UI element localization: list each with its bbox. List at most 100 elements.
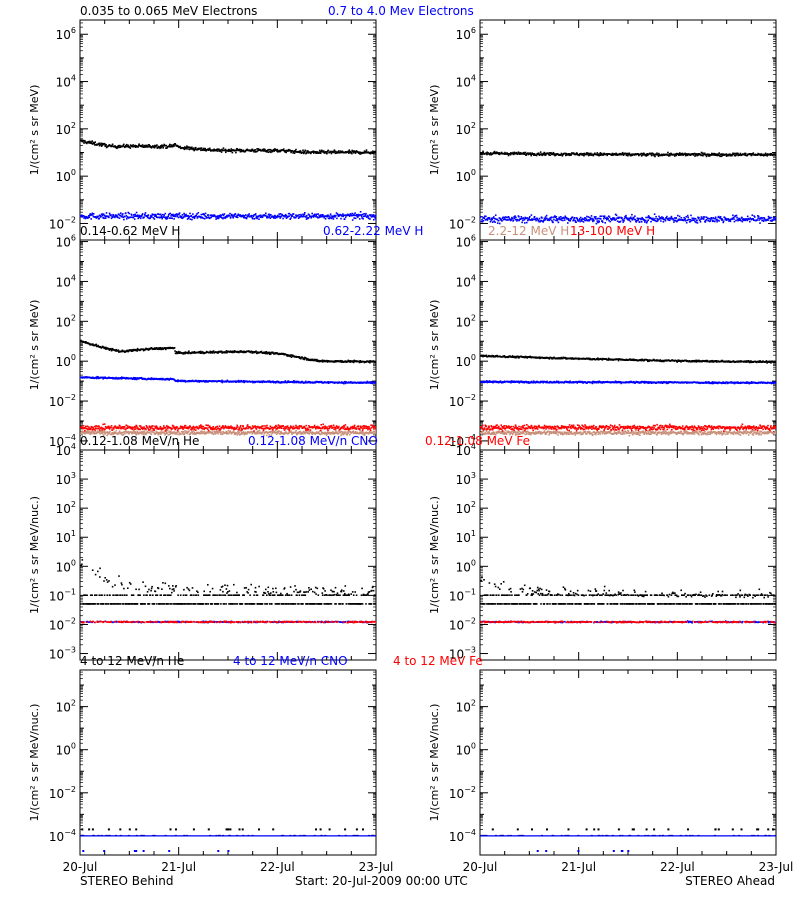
data-point xyxy=(750,154,753,157)
data-point xyxy=(96,431,98,434)
data-point xyxy=(244,431,247,434)
data-point xyxy=(142,349,145,352)
data-point xyxy=(160,377,163,380)
data-point xyxy=(132,144,134,146)
data-point xyxy=(237,379,240,382)
panel-1-0-ytick-label: 10−2 xyxy=(49,393,76,409)
data-point xyxy=(568,154,571,156)
data-point xyxy=(94,425,96,428)
data-point xyxy=(264,214,267,217)
data-point xyxy=(598,154,600,157)
data-point xyxy=(590,217,592,220)
data-point xyxy=(241,215,244,218)
data-point xyxy=(177,431,180,433)
data-point xyxy=(630,217,633,220)
data-point xyxy=(287,212,290,215)
data-point xyxy=(176,433,178,436)
data-point xyxy=(300,151,302,153)
data-point xyxy=(132,216,135,219)
data-point xyxy=(184,352,186,355)
data-point xyxy=(101,427,104,430)
data-point xyxy=(265,215,268,217)
data-point xyxy=(334,152,337,155)
data-point xyxy=(631,213,633,216)
data-point xyxy=(574,217,576,219)
data-point xyxy=(300,213,302,216)
data-point xyxy=(337,432,340,435)
data-point xyxy=(333,151,335,154)
data-point xyxy=(565,152,567,155)
data-point xyxy=(279,215,281,218)
data-point xyxy=(504,216,507,218)
data-point xyxy=(757,215,760,218)
data-point xyxy=(166,216,169,218)
data-point xyxy=(284,380,286,382)
data-point xyxy=(717,153,720,156)
data-point xyxy=(180,215,183,218)
data-point xyxy=(660,220,662,222)
data-point xyxy=(216,217,218,220)
data-point xyxy=(182,216,185,218)
data-point xyxy=(141,433,143,435)
data-point xyxy=(737,152,739,155)
data-point xyxy=(153,348,156,350)
data-point xyxy=(768,217,770,220)
data-point xyxy=(100,142,102,145)
data-point xyxy=(268,213,270,215)
data-point xyxy=(277,432,279,434)
data-point xyxy=(363,213,365,215)
data-point xyxy=(298,151,301,154)
data-point xyxy=(122,213,124,215)
data-point xyxy=(741,216,743,219)
data-point xyxy=(119,214,122,217)
data-point xyxy=(266,215,269,218)
data-point xyxy=(351,219,354,221)
data-point xyxy=(139,217,142,220)
data-point xyxy=(374,433,376,435)
data-point xyxy=(614,213,617,216)
data-point xyxy=(775,217,776,220)
data-point xyxy=(284,216,286,218)
data-point xyxy=(486,151,488,154)
data-point xyxy=(334,431,337,434)
data-point xyxy=(572,152,575,154)
data-point xyxy=(285,431,287,433)
data-point xyxy=(629,220,632,223)
data-point xyxy=(333,214,336,217)
data-point xyxy=(135,348,137,351)
data-point xyxy=(761,217,764,219)
data-point xyxy=(169,212,171,215)
data-point xyxy=(134,431,136,433)
data-point xyxy=(280,215,282,218)
data-point xyxy=(712,220,714,223)
data-point xyxy=(295,148,297,151)
data-point xyxy=(272,149,275,152)
data-point xyxy=(169,427,172,429)
panel-1-0-series-1 xyxy=(80,375,376,385)
data-point xyxy=(225,350,228,352)
data-point xyxy=(578,218,581,220)
data-point xyxy=(683,218,686,221)
data-point xyxy=(153,428,155,430)
data-point xyxy=(310,217,312,219)
data-point xyxy=(103,377,106,379)
data-point xyxy=(164,216,166,219)
data-point xyxy=(628,152,631,155)
data-point xyxy=(545,153,547,156)
data-point xyxy=(285,151,287,154)
data-point xyxy=(190,214,193,217)
data-point xyxy=(775,153,776,156)
data-point xyxy=(759,153,761,156)
data-point xyxy=(571,216,574,219)
data-point xyxy=(281,214,284,217)
data-point xyxy=(335,212,338,214)
data-point xyxy=(367,215,369,218)
data-point xyxy=(165,429,167,432)
data-point xyxy=(246,432,248,434)
data-point xyxy=(317,360,319,363)
data-point xyxy=(307,357,309,360)
data-point xyxy=(184,215,186,218)
data-point xyxy=(90,142,92,144)
data-point xyxy=(551,219,553,222)
data-point xyxy=(187,148,189,150)
